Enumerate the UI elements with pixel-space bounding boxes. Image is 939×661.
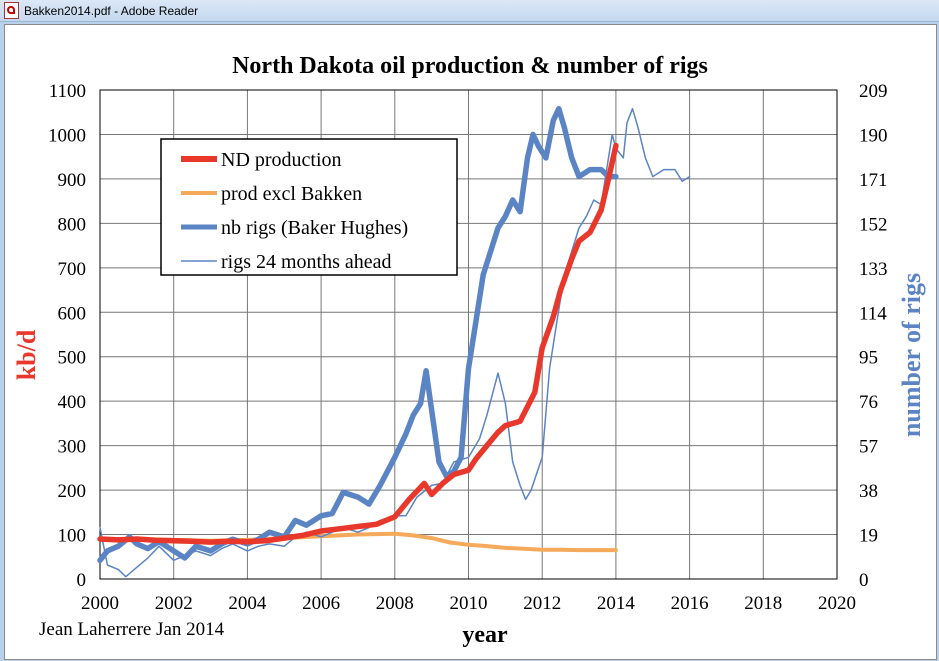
x-tick-label: 2014 (597, 593, 636, 614)
legend-label-production: ND production (221, 149, 342, 171)
axis-ticks: 2000 2002 2004 2006 2008 2010 2012 2014 2016 2018… (48, 81, 888, 614)
window-title: Bakken2014.pdf - Adobe Reader (24, 3, 199, 18)
x-tick-label: 2002 (155, 593, 193, 614)
x-tick-label: 2010 (450, 593, 488, 614)
y-tick-label: 300 (58, 437, 87, 458)
y2-tick-label: 133 (859, 259, 888, 280)
y-tick-label: 100 (58, 526, 87, 547)
chart-title: North Dakota oil production & number of … (232, 53, 708, 79)
y-tick-label: 500 (58, 348, 87, 369)
x-tick-label: 2012 (523, 593, 561, 614)
y2-tick-label: 0 (859, 570, 869, 591)
series-line-nb-rigs-baker-hughes (97, 105, 619, 564)
y-tick-label: 900 (58, 170, 87, 191)
y-tick-label: 400 (58, 392, 87, 413)
document-view[interactable]: 2000 2002 2004 2006 2008 2010 2012 2014 2016 2018… (4, 24, 937, 660)
y2-tick-label: 171 (859, 170, 888, 191)
oil-production-chart: 2000 2002 2004 2006 2008 2010 2012 2014 2016 2018… (12, 53, 926, 648)
pdf-file-icon (4, 2, 19, 19)
x-tick-label: 2000 (81, 593, 119, 614)
plot-area-border (99, 89, 838, 580)
x-tick-label: 2008 (376, 593, 414, 614)
x-tick-label: 2016 (671, 593, 709, 614)
y2-tick-label: 152 (859, 214, 888, 235)
y-tick-label: 1000 (48, 125, 86, 146)
y2-tick-label: 209 (859, 81, 888, 102)
window-titlebar: Bakken2014.pdf - Adobe Reader (0, 0, 939, 22)
x-tick-label: 2006 (302, 593, 340, 614)
y2-tick-label: 76 (859, 392, 878, 413)
legend-label-prod-excl: prod excl Bakken (221, 183, 362, 205)
x-tick-label: 2004 (228, 593, 267, 614)
y2-tick-label: 114 (859, 303, 887, 324)
y-tick-label: 1100 (49, 81, 86, 102)
legend-label-rigs: nb rigs (Baker Hughes) (221, 217, 408, 239)
series-line-nd-production (97, 142, 619, 545)
grid-lines (99, 89, 838, 580)
y2-tick-label: 190 (859, 125, 888, 146)
y2-tick-label: 38 (859, 481, 878, 502)
y-tick-label: 700 (58, 259, 87, 280)
legend-label-rigs-ahead: rigs 24 months ahead (221, 251, 392, 273)
y-axis-label: kb/d (12, 329, 41, 380)
y-tick-label: 800 (58, 214, 87, 235)
series-lines (97, 105, 691, 578)
x-axis-label: year (462, 622, 508, 648)
x-tick-label: 2018 (744, 593, 782, 614)
y-tick-label: 600 (58, 303, 87, 324)
y2-axis-label: number of rigs (897, 273, 926, 437)
y2-tick-label: 57 (859, 437, 878, 458)
x-tick-label: 2020 (818, 593, 856, 614)
credit-text: Jean Laherrere Jan 2014 (39, 619, 225, 640)
y-tick-label: 0 (77, 570, 87, 591)
y2-tick-label: 95 (859, 348, 878, 369)
legend: ND production prod excl Bakken nb rigs (… (160, 138, 458, 276)
y-tick-label: 200 (58, 481, 87, 502)
y2-tick-label: 19 (859, 526, 878, 547)
